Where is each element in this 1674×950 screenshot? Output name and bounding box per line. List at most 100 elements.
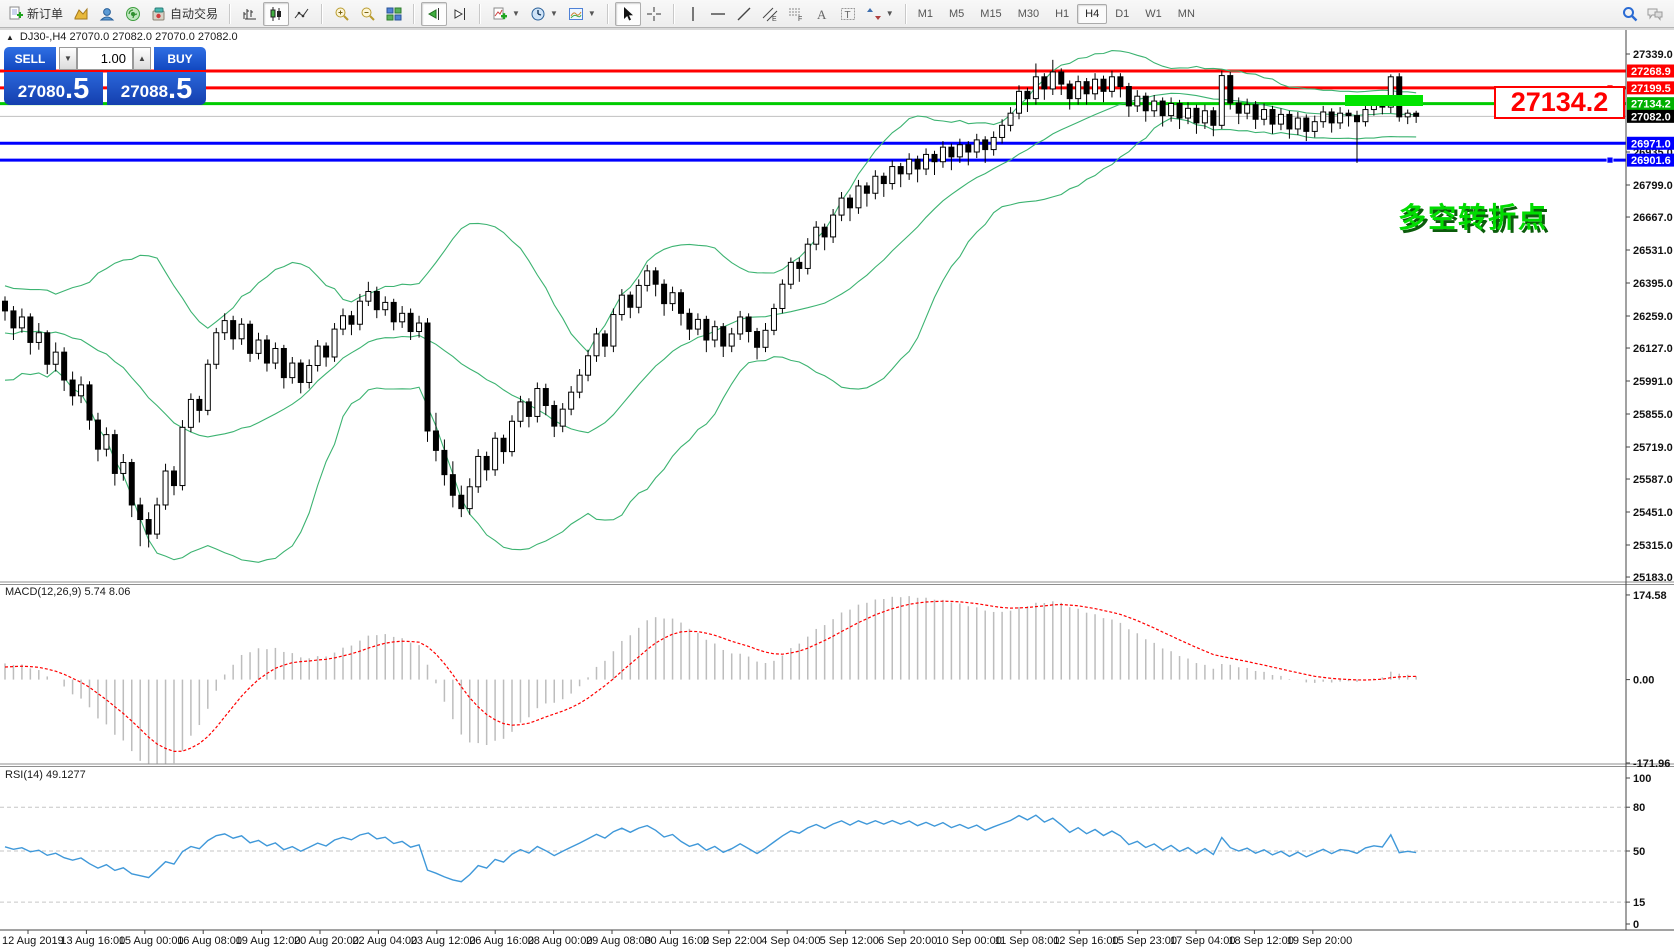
candle <box>939 146 946 163</box>
candle <box>69 379 76 397</box>
timeframe-h4[interactable]: H4 <box>1077 3 1108 24</box>
horizontal-line-button[interactable] <box>705 2 731 26</box>
timeframe-m1[interactable]: M1 <box>917 7 933 20</box>
text-label-button[interactable]: T <box>835 2 861 26</box>
crosshair-button[interactable] <box>641 2 667 26</box>
candle <box>618 294 625 316</box>
candle <box>171 470 177 487</box>
timeframe-h1[interactable]: H1 <box>1055 7 1070 20</box>
svg-text:0: 0 <box>1633 919 1639 931</box>
vertical-line-icon <box>692 6 694 21</box>
auto-trading-button[interactable]: 自动交易 <box>146 2 223 26</box>
candle <box>525 401 532 417</box>
signals-icon <box>126 6 141 21</box>
chart-shift-button[interactable] <box>447 2 473 26</box>
candle <box>821 226 828 238</box>
line-chart-button[interactable] <box>289 2 315 26</box>
new-order-button[interactable]: 新订单 <box>3 2 68 26</box>
text-icon: A <box>817 7 827 22</box>
candle <box>1083 81 1090 95</box>
indicators-button[interactable]: ▼ <box>487 2 525 26</box>
svg-text:27082.0: 27082.0 <box>1631 111 1671 123</box>
candle <box>348 315 355 325</box>
candle <box>145 519 152 535</box>
symbol-ohlc-text: DJ30-,H4 27070.0 27082.0 27070.0 27082.0 <box>19 31 238 43</box>
auto-scroll-button[interactable] <box>421 1 448 26</box>
candle <box>576 374 583 393</box>
search-icon[interactable] <box>1622 6 1638 22</box>
candle <box>1075 81 1082 100</box>
candle <box>238 323 245 340</box>
dropdown-arrow-icon: ▼ <box>587 9 596 18</box>
timeframe-m15[interactable]: M15 <box>980 7 1002 20</box>
buy-price-display[interactable]: 27088.5 <box>107 72 206 105</box>
arrows-button[interactable]: ▼ <box>861 2 899 26</box>
horizontal-line-icon <box>710 12 725 15</box>
timeframe-m30[interactable]: M30 <box>1017 7 1040 20</box>
horizontal-lines[interactable] <box>0 69 1626 162</box>
candle <box>1016 90 1022 114</box>
tile-windows-button[interactable] <box>381 2 407 26</box>
equidistant-channel-button[interactable]: E <box>757 2 783 26</box>
candle <box>128 462 135 506</box>
cursor-button[interactable] <box>614 1 641 26</box>
fibonacci-button[interactable]: F <box>783 2 809 26</box>
chart-canvas[interactable]: 27339.026935.026799.026667.026531.026395… <box>0 28 1674 950</box>
candle <box>27 316 34 343</box>
zoom-in-button[interactable] <box>329 2 355 26</box>
signals-button[interactable] <box>120 2 146 26</box>
timeframe-m5[interactable]: M5 <box>949 7 965 20</box>
bar-chart-button[interactable] <box>237 2 263 26</box>
candle <box>1261 109 1268 120</box>
highlight-zone[interactable] <box>1345 95 1423 106</box>
volume-increase-button[interactable]: ▲ <box>133 47 151 70</box>
volume-input[interactable] <box>77 47 133 70</box>
zoom-out-button[interactable] <box>355 2 381 26</box>
turning-point-annotation[interactable]: 多空转折点 <box>1398 202 1549 233</box>
chat-icon[interactable] <box>1646 6 1664 22</box>
candle <box>804 243 811 269</box>
svg-text:100: 100 <box>1633 773 1651 785</box>
candlestick-chart-button[interactable] <box>263 1 290 26</box>
price-axis[interactable]: 27339.026935.026799.026667.026531.026395… <box>1626 49 1673 931</box>
candle <box>1142 95 1149 112</box>
candle <box>1151 100 1158 112</box>
svg-text:10 Sep 00:00: 10 Sep 00:00 <box>936 935 1001 947</box>
candle <box>1210 110 1217 126</box>
candle <box>1058 71 1065 85</box>
candle <box>534 388 541 417</box>
candle <box>1252 104 1259 120</box>
svg-text:20 Aug 20:00: 20 Aug 20:00 <box>294 935 359 947</box>
market-watch-button[interactable] <box>94 2 120 26</box>
price-callout-label[interactable]: 27134.2 <box>1494 86 1625 119</box>
svg-text:15 Aug 00:00: 15 Aug 00:00 <box>119 935 184 947</box>
svg-text:23 Aug 12:00: 23 Aug 12:00 <box>411 935 476 947</box>
svg-text:26 Aug 16:00: 26 Aug 16:00 <box>469 935 534 947</box>
candle <box>551 405 558 427</box>
periods-icon <box>531 7 545 20</box>
timeframe-d1[interactable]: D1 <box>1115 7 1130 20</box>
text-button[interactable]: A <box>809 2 835 26</box>
candle <box>424 322 431 432</box>
sell-button[interactable]: SELL <box>4 47 56 70</box>
collapse-panel-icon[interactable]: ▲ <box>6 32 14 42</box>
periods-button[interactable]: ▼ <box>525 2 563 26</box>
profiles-button[interactable] <box>68 2 94 26</box>
candle <box>1286 113 1293 130</box>
candle <box>382 301 389 311</box>
candle <box>762 329 769 348</box>
candle <box>1320 111 1327 123</box>
svg-text:27134.2: 27134.2 <box>1631 99 1671 111</box>
vertical-line-button[interactable] <box>681 2 705 26</box>
buy-button[interactable]: BUY <box>154 47 206 70</box>
candle <box>1100 78 1107 92</box>
templates-button[interactable]: ▼ <box>563 2 601 26</box>
volume-decrease-button[interactable]: ▼ <box>59 47 77 70</box>
sell-price-display[interactable]: 27080.5 <box>4 72 103 105</box>
candle <box>1303 117 1310 132</box>
trendline-button[interactable] <box>731 2 757 26</box>
timeframe-w1[interactable]: W1 <box>1145 7 1162 20</box>
timeframe-mn[interactable]: MN <box>1177 7 1195 20</box>
